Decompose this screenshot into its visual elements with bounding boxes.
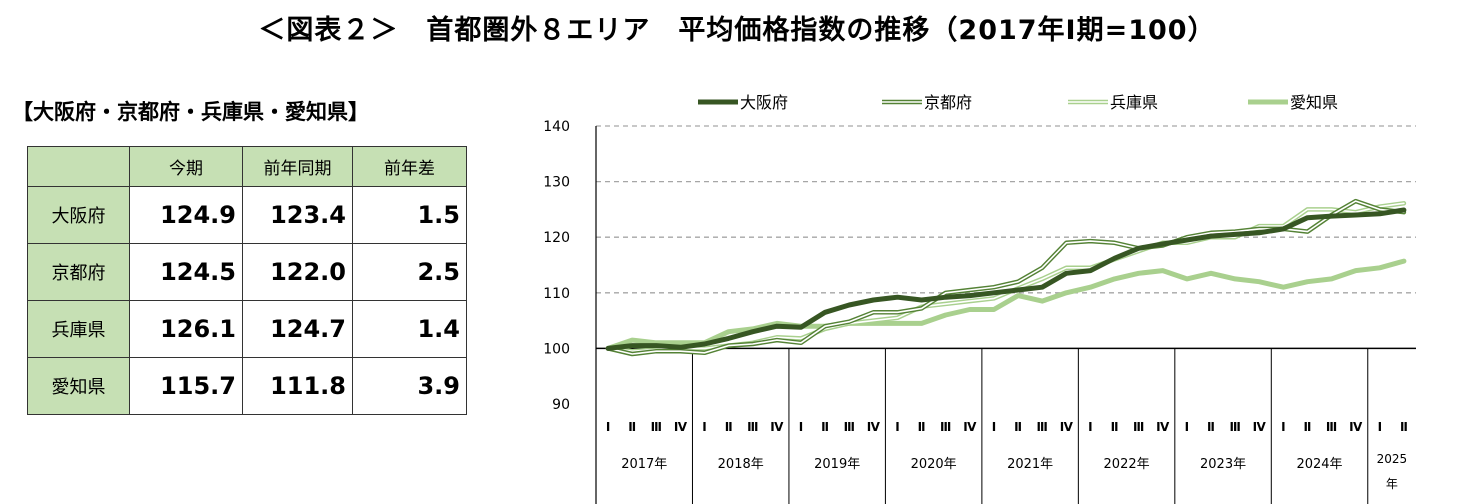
table-cell-prev: 111.8 (242, 357, 353, 415)
x-year-label: 2023年 (1200, 457, 1246, 472)
table-row-name: 兵庫県 (27, 300, 130, 358)
x-year-label: 2024年 (1296, 457, 1342, 472)
x-quarter-label: Ⅰ (702, 420, 706, 434)
table-cell-diff: 1.4 (352, 300, 467, 358)
table-row: 兵庫県 126.1 124.7 1.4 (27, 300, 467, 358)
table-header-diff: 前年差 (352, 146, 467, 187)
x-year-label: 2019年 (814, 457, 860, 472)
x-year-label-suffix: 年 (1386, 477, 1398, 491)
series-line (605, 207, 1407, 351)
section-title: 【大阪府・京都府・兵庫県・愛知県】 (12, 100, 369, 124)
table-cell-diff: 3.9 (352, 357, 467, 415)
table-row-name: 京都府 (27, 243, 130, 301)
table-row-name: 大阪府 (27, 186, 130, 244)
x-quarter-label: Ⅲ (1326, 420, 1337, 434)
x-year-label: 2020年 (911, 457, 957, 472)
table-header-row: 今期 前年同期 前年差 (27, 146, 467, 187)
x-quarter-label: Ⅱ (821, 420, 829, 434)
table-header-prev: 前年同期 (242, 146, 353, 187)
legend-label: 兵庫県 (1110, 93, 1158, 112)
x-quarter-label: Ⅱ (1111, 420, 1119, 434)
x-quarter-label: Ⅰ (799, 420, 803, 434)
y-tick-label: 100 (543, 341, 570, 357)
legend-label: 大阪府 (740, 93, 788, 112)
x-quarter-label: Ⅳ (770, 420, 784, 434)
x-quarter-label: Ⅳ (1060, 420, 1074, 434)
y-tick-label: 130 (543, 175, 570, 191)
x-year-label: 2017年 (621, 457, 667, 472)
table-row-name: 愛知県 (27, 357, 130, 415)
y-tick-label: 110 (543, 286, 570, 302)
x-year-label: 2021年 (1007, 457, 1053, 472)
table-row: 大阪府 124.9 123.4 1.5 (27, 186, 467, 244)
x-quarter-label: Ⅰ (895, 420, 899, 434)
table-header-current: 今期 (129, 146, 243, 187)
table-cell-current: 124.5 (129, 243, 243, 301)
x-quarter-label: Ⅲ (747, 420, 758, 434)
x-year-label: 2025 (1377, 452, 1408, 466)
table-cell-diff: 2.5 (352, 243, 467, 301)
x-quarter-label: Ⅰ (1088, 420, 1092, 434)
y-tick-label: 120 (543, 230, 570, 246)
x-quarter-label: Ⅰ (606, 420, 610, 434)
x-quarter-label: Ⅳ (867, 420, 881, 434)
table-row: 愛知県 115.7 111.8 3.9 (27, 357, 467, 415)
table-cell-current: 124.9 (129, 186, 243, 244)
x-quarter-label: Ⅲ (1037, 420, 1048, 434)
x-quarter-label: Ⅱ (1304, 420, 1312, 434)
table-cell-diff: 1.5 (352, 186, 467, 244)
series-line (605, 258, 1407, 351)
x-quarter-label: Ⅳ (1156, 420, 1170, 434)
table-cell-prev: 124.7 (242, 300, 353, 358)
legend-label: 京都府 (924, 93, 972, 112)
x-quarter-label: Ⅰ (1281, 420, 1285, 434)
x-quarter-label: Ⅱ (1207, 420, 1215, 434)
table-cell-current: 115.7 (129, 357, 243, 415)
y-tick-label: 140 (543, 119, 570, 135)
x-quarter-label: Ⅰ (1378, 420, 1382, 434)
x-quarter-label: Ⅱ (628, 420, 636, 434)
x-quarter-label: Ⅰ (1185, 420, 1189, 434)
x-quarter-label: Ⅲ (844, 420, 855, 434)
table-cell-current: 126.1 (129, 300, 243, 358)
summary-table: 今期 前年同期 前年差 大阪府 124.9 123.4 1.5 京都府 124.… (27, 146, 467, 415)
x-quarter-label: Ⅲ (1229, 420, 1240, 434)
x-year-label: 2018年 (718, 457, 764, 472)
table-cell-prev: 123.4 (242, 186, 353, 244)
x-quarter-label: Ⅳ (1253, 420, 1267, 434)
x-quarter-label: Ⅲ (1133, 420, 1144, 434)
y-tick-label: 90 (552, 397, 570, 413)
table-row: 京都府 124.5 122.0 2.5 (27, 243, 467, 301)
x-quarter-label: Ⅲ (940, 420, 951, 434)
page-title: ＜図表２＞ 首都圏外８エリア 平均価格指数の推移（2017年Ⅰ期=100） (258, 15, 1216, 46)
x-quarter-label: Ⅳ (674, 420, 688, 434)
series-line-inner (607, 202, 1405, 353)
x-year-label: 2022年 (1104, 457, 1150, 472)
x-quarter-label: Ⅲ (651, 420, 662, 434)
x-quarter-label: Ⅳ (1349, 420, 1363, 434)
x-quarter-label: Ⅱ (1014, 420, 1022, 434)
legend-label: 愛知県 (1290, 93, 1338, 112)
x-quarter-label: Ⅱ (1400, 420, 1408, 434)
x-quarter-label: Ⅱ (918, 420, 926, 434)
x-quarter-label: Ⅱ (725, 420, 733, 434)
table-header-corner (27, 146, 130, 187)
x-quarter-label: Ⅰ (992, 420, 996, 434)
x-quarter-label: Ⅳ (963, 420, 977, 434)
table-cell-prev: 122.0 (242, 243, 353, 301)
